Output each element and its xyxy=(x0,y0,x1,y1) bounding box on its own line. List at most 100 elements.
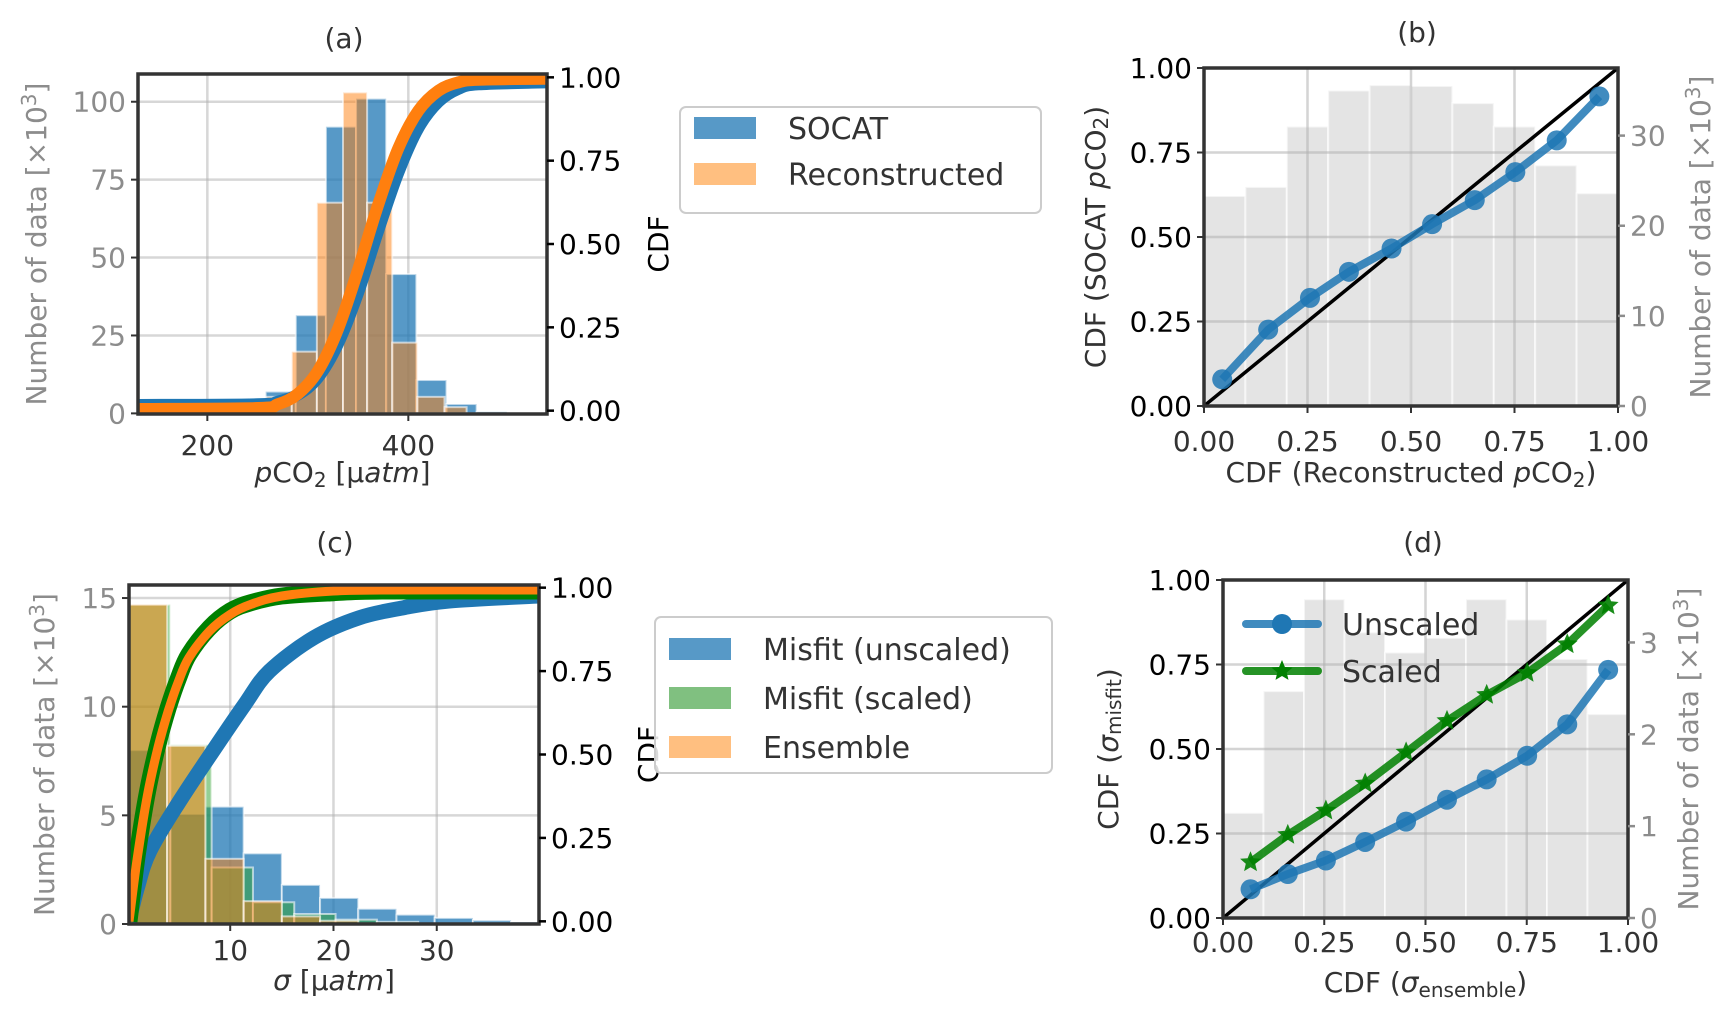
left-y-tick-label: 0.00 xyxy=(1149,902,1211,935)
legend-entry: Ensemble xyxy=(669,731,910,766)
right-y-tick-label: 3 xyxy=(1640,626,1658,659)
right-y-tick-label: 0 xyxy=(1640,902,1658,935)
legend: SOCAT Reconstructed xyxy=(679,106,1042,214)
left-y-tick-label: 15 xyxy=(81,582,117,615)
histogram-ensemble xyxy=(129,603,360,924)
label-part: ) xyxy=(1079,106,1112,117)
data-point xyxy=(1598,659,1619,680)
right-y-tick-label: 2 xyxy=(1640,718,1658,751)
legend-frame xyxy=(679,106,1042,214)
label-part: ] xyxy=(384,964,395,997)
legend-entry: Misfit (scaled) xyxy=(669,682,973,717)
label-part: Number of data [×10 xyxy=(20,106,53,405)
left-y-tick-label: 25 xyxy=(90,319,126,352)
panel-c: 10 20 30 0 5 10 15 0.00 0.25 0.50 0.75 1.00 σ [µatm]… xyxy=(25,526,1053,997)
left-y-tick-label: 1.00 xyxy=(1149,564,1211,597)
legend-label: Ensemble xyxy=(763,731,910,766)
label-part: σ xyxy=(1401,966,1420,999)
right-y-tick-label: 0.75 xyxy=(551,655,613,688)
legend-entry: Misfit (unscaled) xyxy=(669,633,1011,668)
series-line xyxy=(1249,667,1612,893)
histogram-bar xyxy=(1327,89,1371,406)
right-y-tick-label: 1.00 xyxy=(551,572,613,605)
histogram-bar xyxy=(1575,192,1618,406)
data-point xyxy=(1436,789,1457,810)
label-part: p xyxy=(1079,171,1112,190)
left-y-tick-label: 1.00 xyxy=(1130,52,1192,85)
left-y-tick-label: 0.50 xyxy=(1149,733,1211,766)
legend-entry: Unscaled xyxy=(1242,608,1479,643)
histogram-bar xyxy=(1546,657,1589,918)
label-part: ) xyxy=(1092,668,1125,679)
label-part: ) xyxy=(1516,966,1527,999)
legend-label: Unscaled xyxy=(1342,608,1479,643)
one-to-one-line xyxy=(1223,580,1628,918)
panel-a: 200 400 0 25 50 75 100 0.00 0.25 0.50 0.75 1.00 pCO2… xyxy=(17,22,1042,492)
x-tick-label: 0.75 xyxy=(1496,926,1558,959)
data-point-star xyxy=(1476,683,1498,704)
data-point-star xyxy=(1516,662,1538,682)
label-part: Number of data [×10 xyxy=(28,617,61,916)
histogram-bar xyxy=(242,900,283,924)
cdf-curve xyxy=(129,585,539,922)
label-part: 3 xyxy=(25,604,49,617)
data-point xyxy=(1240,879,1261,900)
data-point xyxy=(1315,850,1336,871)
right-y-tick-label: 1 xyxy=(1640,810,1658,843)
left-y-tick-label: 0 xyxy=(108,397,126,430)
label-part: ] xyxy=(1684,76,1717,87)
histogram-bar xyxy=(204,857,245,924)
x-tick-label: 0.50 xyxy=(1380,425,1442,458)
histogram-bar xyxy=(1534,164,1578,406)
plot-area xyxy=(138,74,547,414)
label-part: CO xyxy=(1079,129,1112,171)
x-tick-label: 1.00 xyxy=(1597,926,1659,959)
label-part: σ xyxy=(273,964,292,997)
legend-swatch xyxy=(669,736,731,758)
label-part: p xyxy=(253,456,272,489)
right-y-axis-label: Number of data [×103] xyxy=(1681,76,1718,399)
x-tick-label: 20 xyxy=(316,934,352,967)
left-y-tick-label: 75 xyxy=(90,164,126,197)
series-scaled xyxy=(1240,594,1619,872)
left-y-tick-label: 0.75 xyxy=(1149,649,1211,682)
data-point xyxy=(1258,319,1279,340)
legend-label: Misfit (scaled) xyxy=(763,682,973,717)
left-y-tick-label: 0.25 xyxy=(1149,818,1211,851)
x-tick-label: 10 xyxy=(212,934,248,967)
legend-circle-marker xyxy=(1272,614,1292,634)
right-y-tick-label: 20 xyxy=(1630,210,1666,243)
label-part: CDF ( xyxy=(1092,753,1125,830)
data-point-star xyxy=(1436,709,1458,730)
left-y-tick-label: 10 xyxy=(81,691,117,724)
right-y-tick-label: 0.50 xyxy=(551,739,613,772)
right-y-tick-label: 0.75 xyxy=(559,145,621,178)
legend-swatch xyxy=(669,638,731,660)
x-axis-label: pCO2 [µatm] xyxy=(253,456,430,492)
data-point xyxy=(1422,214,1443,235)
right-y-tick-label: 1.00 xyxy=(559,61,621,94)
histogram-bar xyxy=(391,341,419,414)
label-part: CO xyxy=(1531,456,1573,489)
histogram-bar xyxy=(1244,185,1288,406)
left-y-tick-label: 0.25 xyxy=(1130,306,1192,339)
label-part: 3 xyxy=(17,93,41,106)
x-tick-label: 400 xyxy=(382,429,435,462)
legend-label: Misfit (unscaled) xyxy=(763,633,1011,668)
legend-star-marker xyxy=(1271,660,1293,680)
label-part: CDF xyxy=(642,215,675,272)
series-0 xyxy=(129,588,539,924)
cdf-curve xyxy=(129,588,539,924)
label-part: misfit xyxy=(1102,679,1126,735)
left-y-axis-label: Number of data [×103] xyxy=(25,593,62,916)
label-part: atm xyxy=(329,964,384,997)
right-y-tick-label: 0.25 xyxy=(559,311,621,344)
data-point-star xyxy=(1556,633,1578,654)
histogram-bar xyxy=(1465,598,1508,918)
label-part: ] xyxy=(420,456,431,489)
left-y-tick-label: 50 xyxy=(90,242,126,275)
series-0 xyxy=(1212,86,1610,390)
label-part: [µ xyxy=(327,456,365,489)
data-point xyxy=(1464,190,1485,211)
data-point xyxy=(1299,287,1320,308)
